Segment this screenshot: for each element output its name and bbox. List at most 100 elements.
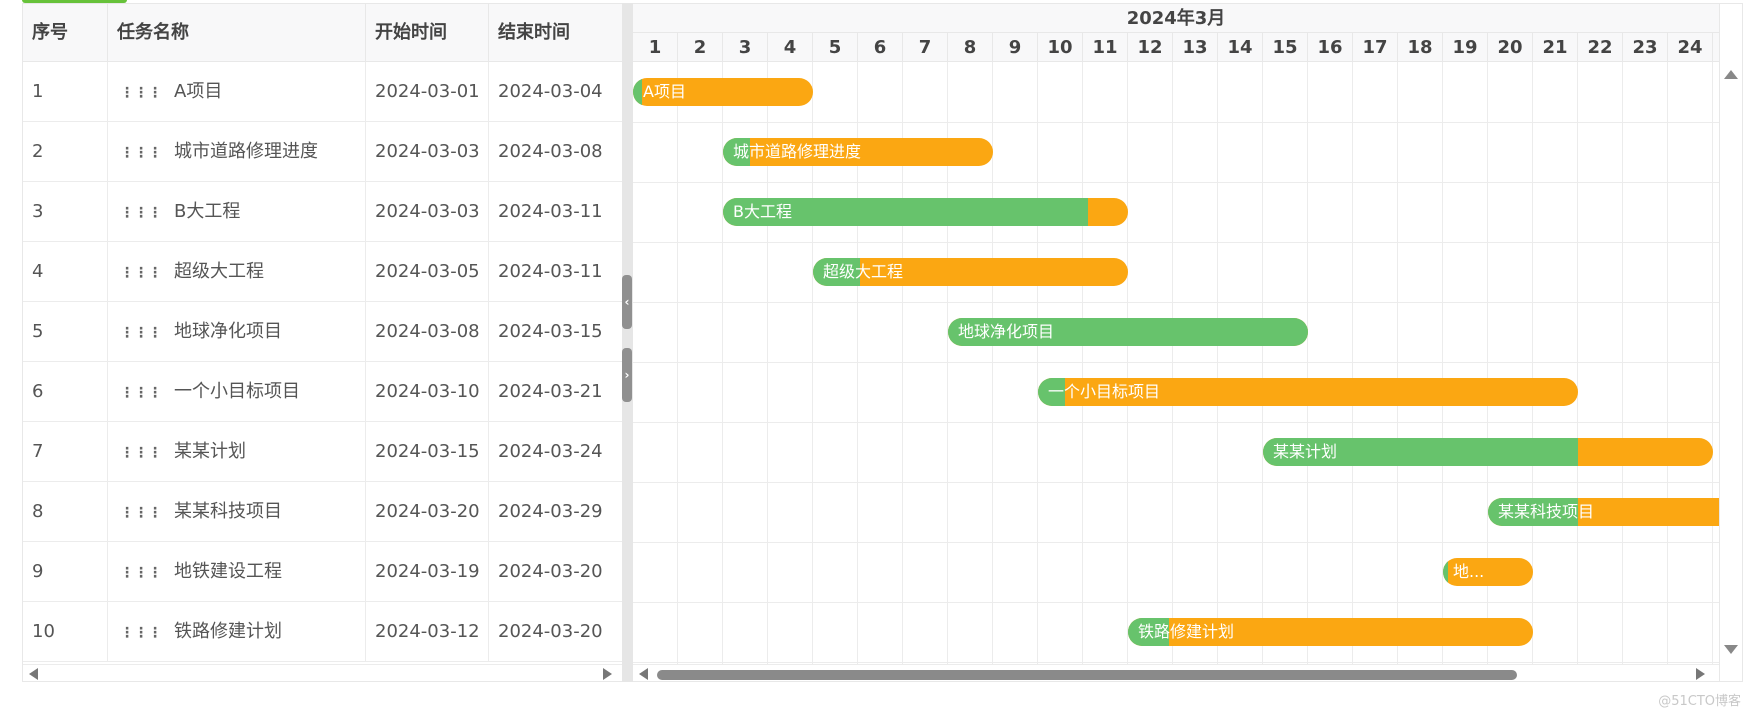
task-bar-label: 铁路修建计划 bbox=[1138, 622, 1235, 641]
task-index: 8 bbox=[23, 482, 108, 542]
task-name: 地铁建设工程 bbox=[174, 561, 282, 582]
timeline-body: A项目城市道路修理进度 B大工程超级大工程地球净化项目一个小目标项目某某计划某某科… bbox=[633, 62, 1719, 664]
scroll-right-arrow-icon[interactable] bbox=[603, 668, 612, 680]
task-row[interactable]: 3 ⋮⋮⋮ B大工程 2024-03-03 2024-03-11 bbox=[23, 182, 622, 242]
scroll-left-arrow-icon[interactable] bbox=[29, 668, 38, 680]
task-row[interactable]: 1 ⋮⋮⋮ A项目 2024-03-01 2024-03-04 bbox=[23, 62, 622, 122]
column-header-name[interactable]: 任务名称 bbox=[108, 4, 366, 62]
task-bar[interactable]: 超级大工程 bbox=[813, 258, 1128, 286]
day-label: 5 bbox=[813, 33, 858, 62]
task-bar-progress bbox=[723, 198, 1088, 226]
task-bar[interactable]: A项目 bbox=[633, 78, 813, 106]
task-name: 超级大工程 bbox=[174, 261, 264, 282]
row-gridline bbox=[633, 662, 1719, 663]
drag-handle-icon[interactable]: ⋮⋮⋮ bbox=[120, 565, 162, 581]
task-row[interactable]: 4 ⋮⋮⋮ 超级大工程 2024-03-05 2024-03-11 bbox=[23, 242, 622, 302]
task-bar[interactable]: 铁路修建计划 bbox=[1128, 618, 1533, 646]
drag-handle-icon[interactable]: ⋮⋮⋮ bbox=[120, 205, 162, 221]
drag-handle-icon[interactable]: ⋮⋮⋮ bbox=[120, 625, 162, 641]
vertical-scrollbar[interactable] bbox=[1719, 3, 1743, 682]
timeline-scroll-right-arrow-icon[interactable] bbox=[1696, 668, 1705, 680]
task-name-cell: ⋮⋮⋮ 地球净化项目 bbox=[108, 302, 366, 362]
scroll-down-arrow-icon[interactable] bbox=[1724, 645, 1738, 654]
task-end: 2024-03-11 bbox=[498, 201, 603, 222]
task-bar[interactable]: 城市道路修理进度 bbox=[723, 138, 993, 166]
task-bar-progress bbox=[723, 138, 750, 166]
day-gridline bbox=[1487, 62, 1488, 664]
watermark: @51CTO博客 bbox=[1658, 694, 1741, 709]
task-row[interactable]: 2 ⋮⋮⋮ 城市道路修理进度 2024-03-03 2024-03-08 bbox=[23, 122, 622, 182]
task-start: 2024-03-20 bbox=[366, 482, 489, 542]
task-start: 2024-03-01 bbox=[366, 62, 489, 122]
drag-handle-icon[interactable]: ⋮⋮⋮ bbox=[120, 505, 162, 521]
task-bar[interactable]: 某某计划 bbox=[1263, 438, 1713, 466]
day-label: 3 bbox=[723, 33, 768, 62]
day-label: 22 bbox=[1578, 33, 1623, 62]
task-row[interactable]: 9 ⋮⋮⋮ 地铁建设工程 2024-03-19 2024-03-20 bbox=[23, 542, 622, 602]
task-bar[interactable]: 地球净化项目 bbox=[948, 318, 1308, 346]
task-name-cell: ⋮⋮⋮ 某某计划 bbox=[108, 422, 366, 482]
collapse-left-button[interactable]: ‹ bbox=[622, 275, 632, 329]
day-gridline bbox=[1082, 62, 1083, 664]
task-row[interactable]: 7 ⋮⋮⋮ 某某计划 2024-03-15 2024-03-24 bbox=[23, 422, 622, 482]
task-row[interactable]: 5 ⋮⋮⋮ 地球净化项目 2024-03-08 2024-03-15 bbox=[23, 302, 622, 362]
task-index: 5 bbox=[23, 302, 108, 362]
task-name: 城市道路修理进度 bbox=[174, 141, 318, 162]
day-gridline bbox=[1352, 62, 1353, 664]
task-name-cell: ⋮⋮⋮ 某某科技项目 bbox=[108, 482, 366, 542]
task-bar[interactable]: 一个小目标项目 bbox=[1038, 378, 1578, 406]
task-end: 2024-03-24 bbox=[498, 441, 603, 462]
task-grid-header: 序号 任务名称 开始时间 结束时间 bbox=[23, 4, 622, 62]
task-row[interactable]: 6 ⋮⋮⋮ 一个小目标项目 2024-03-10 2024-03-21 bbox=[23, 362, 622, 422]
drag-handle-icon[interactable]: ⋮⋮⋮ bbox=[120, 325, 162, 341]
task-row[interactable]: 8 ⋮⋮⋮ 某某科技项目 2024-03-20 2024-03-29 bbox=[23, 482, 622, 542]
task-bar[interactable]: 某某科技项目 bbox=[1488, 498, 1719, 526]
timeline-scroll-left-arrow-icon[interactable] bbox=[639, 668, 648, 680]
day-label: 9 bbox=[993, 33, 1038, 62]
column-header-index[interactable]: 序号 bbox=[23, 4, 108, 62]
task-grid-body: 1 ⋮⋮⋮ A项目 2024-03-01 2024-03-04 2 ⋮⋮⋮ 城市道路修理进度 2… bbox=[23, 62, 622, 662]
column-header-end[interactable]: 结束时间 bbox=[498, 22, 570, 43]
task-index: 6 bbox=[23, 362, 108, 422]
expand-left-button[interactable]: › bbox=[622, 348, 632, 402]
timeline-header: 2024年3月 1 2 3 4 5 6 7 8 9 10 11 12 13 14 15 16 17 18 19 20 2… bbox=[633, 4, 1719, 62]
day-gridline bbox=[1037, 62, 1038, 664]
day-gridline bbox=[1622, 62, 1623, 664]
task-bar-progress bbox=[1038, 378, 1065, 406]
drag-handle-icon[interactable]: ⋮⋮⋮ bbox=[120, 385, 162, 401]
day-label: 19 bbox=[1443, 33, 1488, 62]
task-row[interactable]: 10 ⋮⋮⋮ 铁路修建计划 2024-03-12 2024-03-20 bbox=[23, 602, 622, 662]
day-label: 10 bbox=[1038, 33, 1083, 62]
task-bar[interactable]: B大工程 bbox=[723, 198, 1128, 226]
day-gridline bbox=[902, 62, 903, 664]
task-bar-progress bbox=[813, 258, 861, 286]
task-grid: 序号 任务名称 开始时间 结束时间 1 ⋮⋮⋮ A项目 2024-03-01 2024-… bbox=[22, 3, 622, 682]
day-label: 12 bbox=[1128, 33, 1173, 62]
day-label: 4 bbox=[768, 33, 813, 62]
task-name-cell: ⋮⋮⋮ 铁路修建计划 bbox=[108, 602, 366, 662]
timeline-scroll-thumb[interactable] bbox=[657, 670, 1517, 680]
pane-splitter[interactable] bbox=[622, 3, 633, 682]
task-index: 4 bbox=[23, 242, 108, 302]
task-bar-label: A项目 bbox=[643, 82, 686, 101]
row-gridline bbox=[633, 182, 1719, 183]
day-label: 6 bbox=[858, 33, 903, 62]
day-label: 8 bbox=[948, 33, 993, 62]
day-gridline bbox=[992, 62, 993, 664]
grid-horizontal-scrollbar[interactable] bbox=[23, 664, 622, 681]
day-gridline bbox=[677, 62, 678, 664]
task-bar-label: B大工程 bbox=[733, 202, 792, 221]
drag-handle-icon[interactable]: ⋮⋮⋮ bbox=[120, 145, 162, 161]
task-bar-progress bbox=[1128, 618, 1169, 646]
drag-handle-icon[interactable]: ⋮⋮⋮ bbox=[120, 445, 162, 461]
column-header-start[interactable]: 开始时间 bbox=[366, 4, 489, 62]
drag-handle-icon[interactable]: ⋮⋮⋮ bbox=[120, 85, 162, 101]
day-label: 23 bbox=[1623, 33, 1668, 62]
task-name: 某某科技项目 bbox=[174, 501, 282, 522]
scroll-up-arrow-icon[interactable] bbox=[1724, 70, 1738, 79]
row-gridline bbox=[633, 122, 1719, 123]
drag-handle-icon[interactable]: ⋮⋮⋮ bbox=[120, 265, 162, 281]
task-bar[interactable]: 地... bbox=[1443, 558, 1533, 586]
timeline-horizontal-scrollbar[interactable] bbox=[633, 664, 1719, 681]
